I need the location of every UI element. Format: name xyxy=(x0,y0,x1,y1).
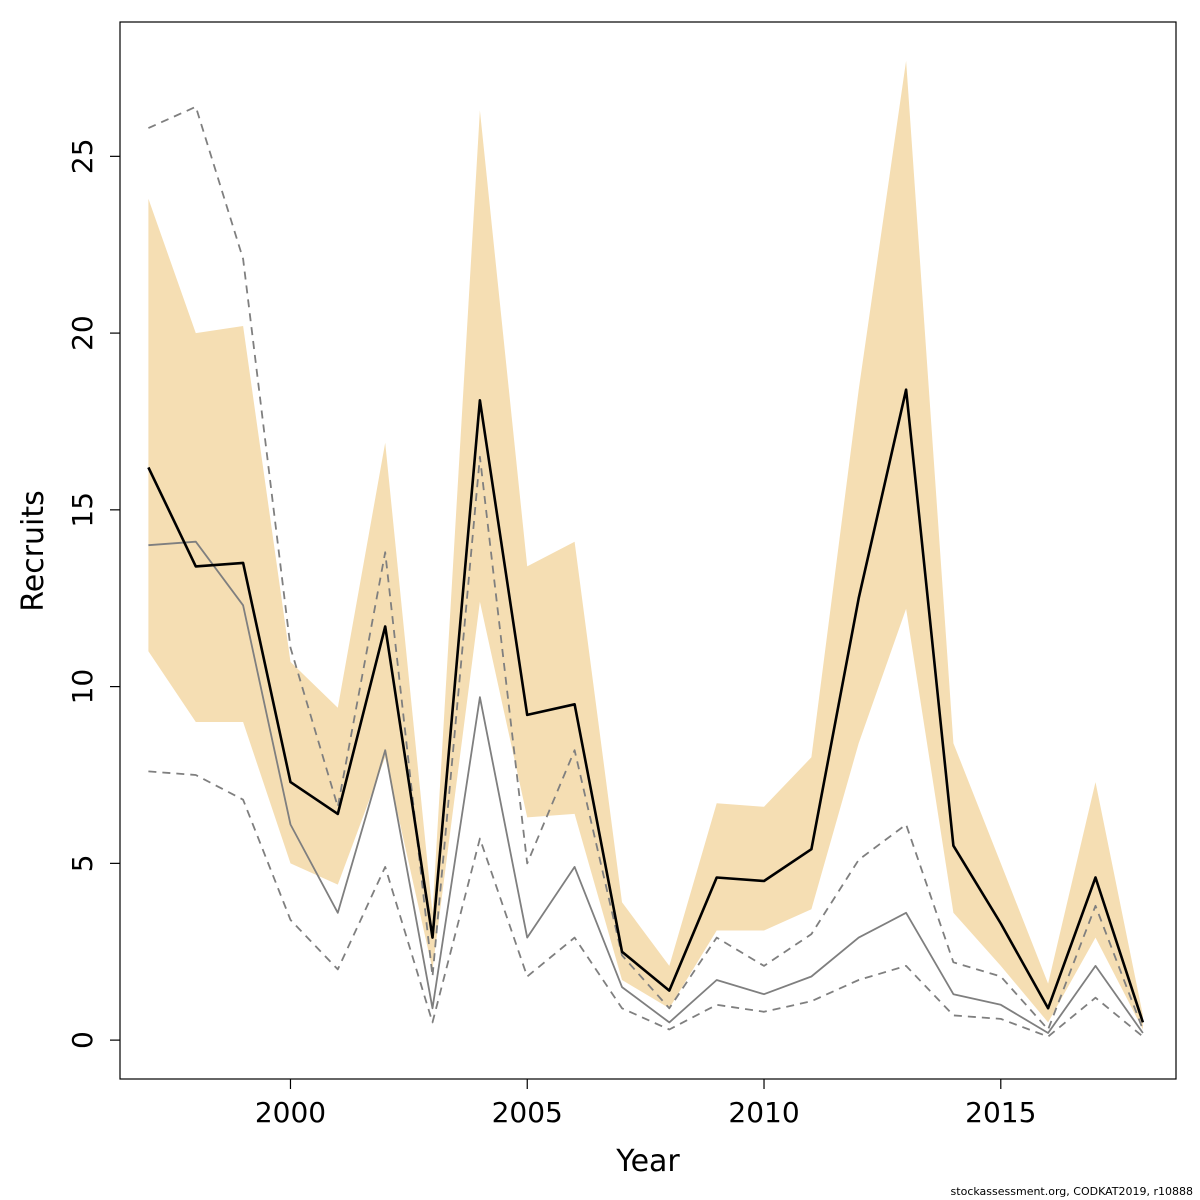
series-line-3 xyxy=(148,540,1144,1034)
series-line-4 xyxy=(147,388,1145,1023)
y-tick-label-25: 25 xyxy=(66,138,99,174)
plot-frame xyxy=(119,21,1177,1080)
y-tick-label-15: 15 xyxy=(66,492,99,528)
y-axis: 0 5 10 15 20 25 xyxy=(66,138,120,1049)
series-layer xyxy=(147,105,1145,1038)
y-tick-label-20: 20 xyxy=(66,315,99,351)
confidence-band xyxy=(148,60,1143,1030)
x-axis: 2000 2005 2010 2015 xyxy=(255,1079,1036,1129)
x-tick-label-2005: 2005 xyxy=(492,1096,563,1129)
x-tick-label-2015: 2015 xyxy=(965,1096,1036,1129)
x-tick-label-2010: 2010 xyxy=(728,1096,799,1129)
footer-credit: stockassessment.org, CODKAT2019, r10888 xyxy=(951,1185,1193,1198)
y-tick-label-10: 10 xyxy=(66,669,99,705)
y-tick-label-0: 0 xyxy=(66,1031,99,1049)
x-tick-label-2000: 2000 xyxy=(255,1096,326,1129)
confidence-band-layer xyxy=(148,60,1143,1030)
x-axis-title: Year xyxy=(615,1144,680,1179)
series-line-1 xyxy=(148,105,1144,1031)
series-line-2 xyxy=(148,770,1144,1038)
y-tick-label-5: 5 xyxy=(66,854,99,872)
y-axis-title: Recruits xyxy=(16,490,51,612)
